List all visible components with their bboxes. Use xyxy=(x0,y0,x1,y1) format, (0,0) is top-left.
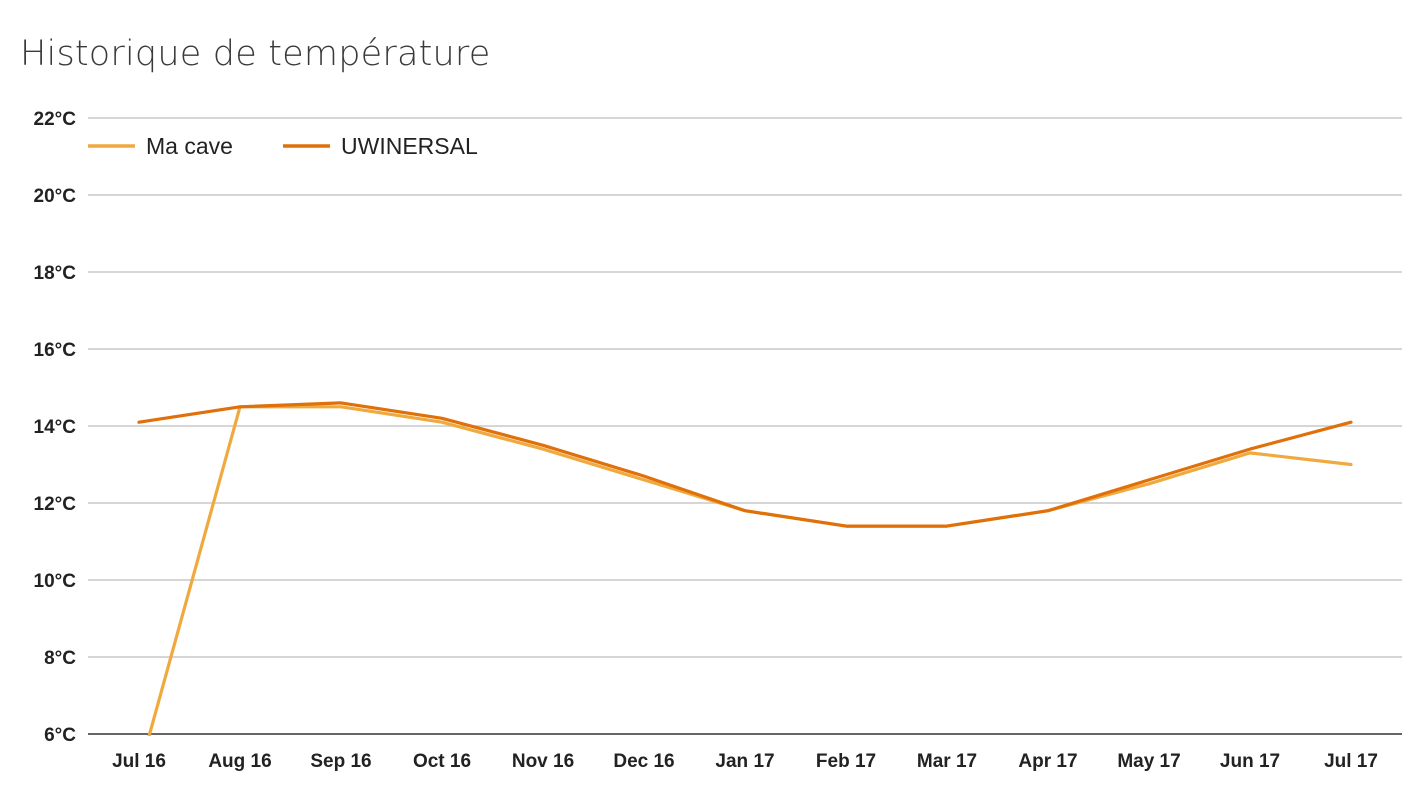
y-tick-label: 14°C xyxy=(34,417,77,438)
x-tick-label: Mar 17 xyxy=(917,751,977,772)
chart-title: Historique de température xyxy=(20,34,491,74)
x-tick-label: Apr 17 xyxy=(1018,751,1077,772)
y-axis-ticks: 6°C 8°C 10°C 12°C 14°C 16°C 18°C 20°C 22°C xyxy=(34,109,77,746)
x-tick-label: Nov 16 xyxy=(512,751,574,772)
series-lines xyxy=(137,401,1353,736)
y-tick-label: 18°C xyxy=(34,263,77,284)
legend: Ma cave UWINERSAL xyxy=(88,133,478,159)
x-axis-ticks: Jul 16 Aug 16 Sep 16 Oct 16 Nov 16 Dec 16 Jan … xyxy=(112,751,1378,772)
x-tick-label: Dec 16 xyxy=(613,751,674,772)
legend-label: UWINERSAL xyxy=(341,133,478,159)
x-tick-label: Jan 17 xyxy=(715,751,774,772)
legend-label: Ma cave xyxy=(146,133,233,159)
y-tick-label: 16°C xyxy=(34,340,77,361)
y-tick-label: 22°C xyxy=(34,109,77,130)
y-tick-label: 10°C xyxy=(34,571,77,592)
y-tick-label: 6°C xyxy=(44,725,76,746)
x-tick-label: Aug 16 xyxy=(208,751,271,772)
legend-item: Ma cave xyxy=(88,133,233,159)
y-tick-label: 8°C xyxy=(44,648,76,669)
y-tick-label: 12°C xyxy=(34,494,77,515)
x-tick-label: Feb 17 xyxy=(816,751,876,772)
x-tick-label: Oct 16 xyxy=(413,751,471,772)
x-tick-label: May 17 xyxy=(1117,751,1180,772)
gridlines xyxy=(88,117,1402,658)
x-tick-label: Sep 16 xyxy=(310,751,371,772)
x-tick-label: Jun 17 xyxy=(1220,751,1280,772)
series-line xyxy=(137,401,1353,528)
x-tick-label: Jul 17 xyxy=(1324,751,1378,772)
y-tick-label: 20°C xyxy=(34,186,77,207)
legend-item: UWINERSAL xyxy=(283,133,478,159)
x-tick-label: Jul 16 xyxy=(112,751,166,772)
series-line xyxy=(147,405,1353,736)
